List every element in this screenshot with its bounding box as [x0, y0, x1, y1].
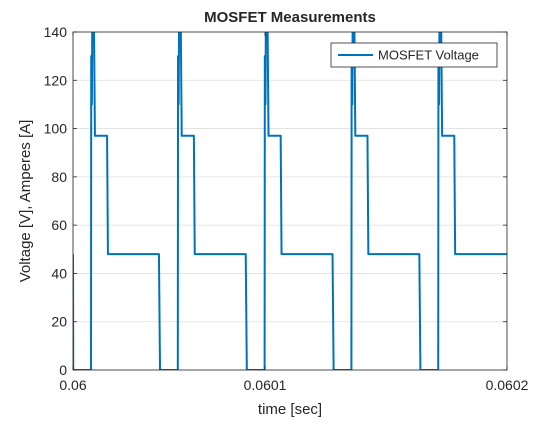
- axes-box: [72, 31, 508, 371]
- x-tick-label: 0.0601: [244, 377, 287, 393]
- y-axis-label: Voltage [V], Amperes [A]: [17, 120, 34, 283]
- x-axis-label: time [sec]: [258, 401, 322, 418]
- plot-area: [73, 32, 507, 370]
- chart-title: MOSFET Measurements: [204, 9, 376, 26]
- y-tick-label: 0: [59, 362, 67, 378]
- y-tick-label: 140: [44, 24, 68, 40]
- y-tick-label: 20: [51, 314, 67, 330]
- y-tick-label: 60: [51, 217, 67, 233]
- y-tick-label: 120: [44, 72, 68, 88]
- legend-label: MOSFET Voltage: [378, 48, 479, 63]
- x-tick-label: 0.0602: [486, 377, 529, 393]
- y-tick-label: 40: [51, 265, 67, 281]
- y-tick-label: 80: [51, 169, 67, 185]
- y-tick-label: 100: [44, 121, 68, 137]
- x-tick-label: 0.06: [59, 377, 86, 393]
- data-line: [73, 32, 507, 370]
